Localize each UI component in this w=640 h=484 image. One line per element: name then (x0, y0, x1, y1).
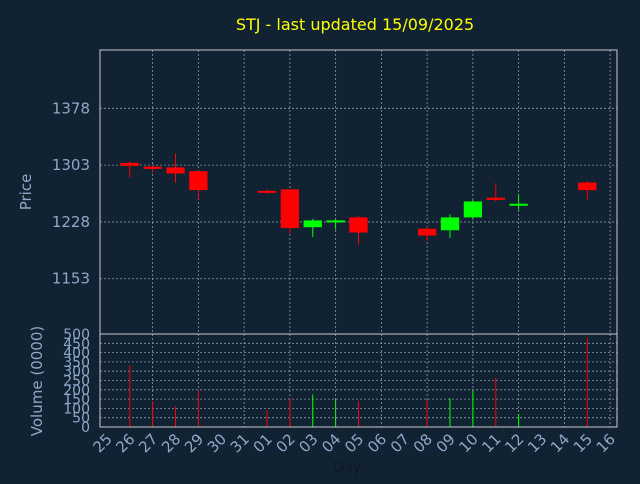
candle-body (143, 167, 161, 169)
price-tick-label: 1378 (52, 99, 90, 117)
candle-body (464, 201, 482, 217)
candle-body (326, 220, 344, 222)
price-axis-label: Price (17, 174, 35, 211)
candle-body (441, 217, 459, 230)
candle-body (349, 217, 367, 232)
candle-body (509, 204, 527, 206)
price-tick-label: 1153 (52, 270, 90, 288)
volume-tick-label: 500 (63, 327, 90, 343)
candle-body (578, 183, 596, 191)
candle-body (418, 229, 436, 236)
x-tick-labels: 2526272829303101020304050607080910111213… (89, 430, 619, 456)
candle-body (258, 191, 276, 193)
price-tick-label: 1228 (52, 213, 90, 231)
candle-body (487, 198, 505, 200)
candle-body (166, 167, 184, 173)
chart-title: STJ - last updated 15/09/2025 (236, 15, 474, 34)
x-axis-label: Day (333, 460, 361, 476)
candle-body (304, 220, 322, 227)
price-tick-label: 1303 (52, 156, 90, 174)
candle-body (121, 163, 139, 166)
candle-body (281, 189, 299, 228)
volume-axis-label: Volume (0000) (28, 326, 46, 436)
candle-body (189, 171, 207, 190)
